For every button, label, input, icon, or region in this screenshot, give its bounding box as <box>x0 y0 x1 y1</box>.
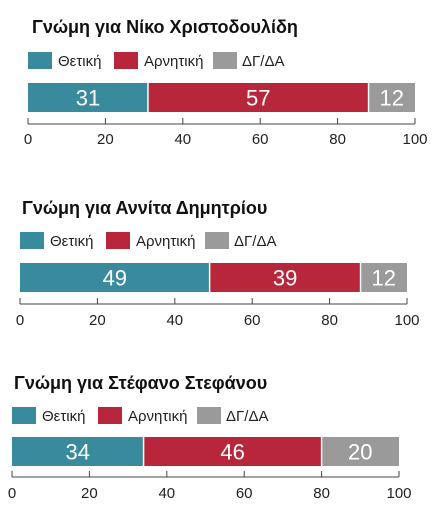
bar-segment-0 <box>20 263 210 292</box>
legend-swatch-1 <box>106 232 130 249</box>
bar-value-label-1: 57 <box>246 86 270 111</box>
legend-swatch-0 <box>12 407 36 424</box>
legend-label-0: Θετική <box>42 408 85 425</box>
bar-value-label-1: 46 <box>220 440 244 465</box>
legend-swatch-2 <box>197 407 221 424</box>
legend-swatch-1 <box>98 407 122 424</box>
legend-label-1: Αρνητική <box>144 53 203 70</box>
bar-value-label-2: 12 <box>372 266 396 291</box>
legend-swatch-1 <box>114 52 138 69</box>
bar-value-label-0: 34 <box>66 440 90 465</box>
x-tick-label-0: 0 <box>8 485 16 502</box>
x-tick-label-1: 20 <box>81 485 98 502</box>
x-tick-label-4: 80 <box>329 131 346 148</box>
bar-value-label-0: 49 <box>103 266 127 291</box>
legend-label-1: Αρνητική <box>128 408 187 425</box>
bar-value-label-0: 31 <box>76 86 100 111</box>
chart-title: Γνώμη για Αννίτα Δημητρίου <box>22 198 267 218</box>
legend-swatch-0 <box>20 232 44 249</box>
bar-segment-2 <box>368 83 415 112</box>
x-tick-label-4: 80 <box>313 485 330 502</box>
bar-segment-1 <box>209 263 361 292</box>
legend-swatch-2 <box>213 52 237 69</box>
legend-label-0: Θετική <box>58 53 101 70</box>
x-tick-label-0: 0 <box>24 131 32 148</box>
bar-segment-0 <box>12 437 144 466</box>
x-tick-label-1: 20 <box>97 131 114 148</box>
legend-swatch-2 <box>205 232 229 249</box>
x-tick-label-4: 80 <box>321 312 338 329</box>
bar-value-label-2: 20 <box>348 440 372 465</box>
bar-segment-1 <box>147 83 369 112</box>
x-tick-label-3: 60 <box>244 312 261 329</box>
x-tick-label-3: 60 <box>236 485 253 502</box>
chart-christodoulides: Γνώμη για Νίκο Χριστοδουλίδη Θετική Αρνητι… <box>24 17 428 148</box>
bar-value-label-2: 12 <box>380 86 404 111</box>
bar-segment-2 <box>321 437 399 466</box>
legend-label-0: Θετική <box>50 233 93 250</box>
x-tick-label-2: 40 <box>174 131 191 148</box>
x-tick-label-0: 0 <box>16 312 24 329</box>
bar-segment-2 <box>360 263 407 292</box>
x-tick-label-5: 100 <box>386 485 411 502</box>
bar-value-label-1: 39 <box>273 266 297 291</box>
legend-label-2: ΔΓ/ΔΑ <box>242 53 284 70</box>
chart-stefanou: Γνώμη για Στέφανο Στεφάνου Θετική Αρνητική… <box>8 373 412 502</box>
legend-swatch-0 <box>28 52 52 69</box>
legend-label-2: ΔΓ/ΔΑ <box>226 408 268 425</box>
x-tick-label-2: 40 <box>158 485 175 502</box>
legend-label-2: ΔΓ/ΔΑ <box>234 233 276 250</box>
legend-label-1: Αρνητική <box>136 233 195 250</box>
x-tick-label-2: 40 <box>166 312 183 329</box>
x-tick-label-1: 20 <box>89 312 106 329</box>
bar-segment-0 <box>28 83 148 112</box>
bar-segment-1 <box>143 437 322 466</box>
chart-title: Γνώμη για Στέφανο Στεφάνου <box>14 373 267 393</box>
x-tick-label-5: 100 <box>394 312 419 329</box>
x-tick-label-5: 100 <box>402 131 427 148</box>
x-tick-label-3: 60 <box>252 131 269 148</box>
chart-dimitriou: Γνώμη για Αννίτα Δημητρίου Θετική Αρνητική… <box>16 198 420 329</box>
chart-title: Γνώμη για Νίκο Χριστοδουλίδη <box>32 17 298 37</box>
